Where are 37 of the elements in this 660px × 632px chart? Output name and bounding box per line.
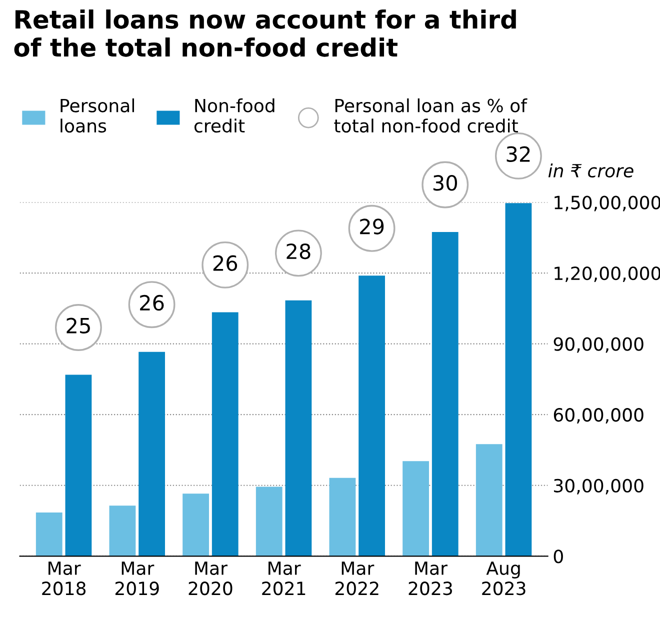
annotation: 26 [140, 294, 164, 311]
annotation: 28 [286, 243, 310, 260]
bar [476, 444, 502, 556]
text: Personal loan as % of total non-food credit [334, 98, 528, 133]
x-tick-label: Mar 2019 [115, 562, 159, 596]
annotation: 26 [213, 255, 238, 272]
chart-title: Retail loans now account for a third of the total non-food credit [14, 9, 516, 57]
bar [36, 512, 62, 556]
bar [432, 232, 458, 556]
x-tick-label: Mar 2021 [262, 562, 306, 596]
x-tick-label: Mar 2020 [188, 562, 232, 596]
bar [358, 276, 385, 556]
y-axis-title: in ₹ crore [548, 164, 634, 178]
bar [109, 506, 136, 556]
legend-label: Personal loans [60, 98, 134, 133]
x-tick-label: Aug 2023 [482, 562, 526, 596]
y-tick-label: 0 [554, 550, 563, 564]
annotation: 25 [66, 318, 90, 334]
annotation: 32 [506, 146, 530, 162]
bar [329, 478, 356, 556]
x-tick-label: Mar 2018 [42, 562, 86, 596]
y-tick-label: 30,00,000 [554, 478, 644, 494]
bar [65, 374, 92, 556]
bar [138, 352, 165, 556]
annotation: 30 [433, 175, 458, 191]
bar [212, 312, 238, 556]
x-tick-label: Mar 2023 [408, 562, 452, 596]
x-tick-label: Mar 2022 [335, 562, 378, 596]
y-tick-label: 90,00,000 [554, 337, 644, 353]
bar [256, 486, 282, 556]
bar [402, 461, 429, 556]
y-tick-label: 60,00,000 [554, 408, 644, 424]
bar [285, 300, 312, 556]
bar [505, 203, 532, 556]
annotation: 29 [360, 218, 384, 234]
legend-label: Non-food credit [194, 98, 274, 133]
bar [182, 494, 209, 556]
